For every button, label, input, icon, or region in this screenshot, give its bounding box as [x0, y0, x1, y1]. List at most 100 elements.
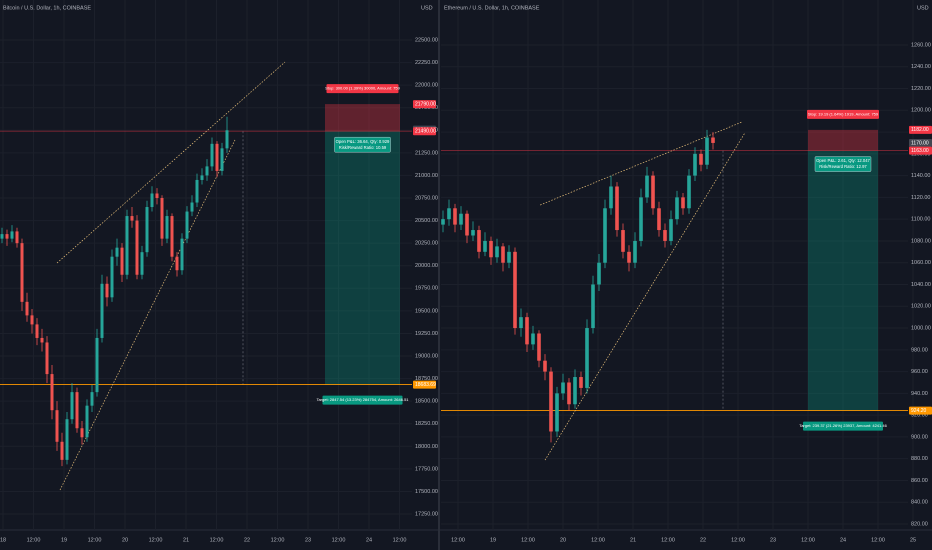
- y-tick-label: 1200.00: [911, 108, 931, 114]
- candle-body: [195, 179, 199, 203]
- target-label-bg: [803, 421, 883, 431]
- y-tick-label: 1020.00: [911, 304, 931, 310]
- candle-body: [120, 247, 124, 275]
- candle-body: [115, 247, 119, 257]
- time-label: 12:00: [271, 537, 285, 543]
- y-tick-label: 960.00: [911, 369, 928, 375]
- pnl-box: [334, 136, 391, 153]
- y-tick-label: 19500.00: [415, 308, 438, 314]
- candle-body: [639, 197, 643, 241]
- time-label: 18: [0, 537, 6, 543]
- candle-body: [597, 262, 601, 285]
- price-tag: [909, 138, 932, 147]
- y-tick-label: 1060.00: [911, 260, 931, 266]
- price-tag-label: 924.20: [911, 408, 927, 414]
- y-tick-label: 880.00: [911, 456, 928, 462]
- trendline: [59, 139, 236, 491]
- candle-body: [573, 377, 577, 405]
- candle-body: [579, 377, 583, 388]
- candle-body: [507, 251, 511, 263]
- candle-body: [20, 243, 24, 302]
- candle-body: [441, 219, 445, 225]
- candle-body: [453, 208, 457, 225]
- time-label: 22: [244, 537, 250, 543]
- candle-body: [585, 328, 589, 388]
- candle-body: [145, 207, 149, 253]
- y-tick-label: 1120.00: [911, 195, 930, 201]
- candle-body: [75, 392, 79, 429]
- currency-label: USD: [421, 5, 433, 11]
- candle-body: [25, 301, 29, 316]
- y-tick-label: 1100.00: [911, 217, 930, 223]
- price-tag: [413, 380, 436, 389]
- time-label: 12:00: [393, 537, 407, 543]
- price-tag-label: 21490.00: [415, 129, 436, 135]
- stop-label: Stop: 300.00 (1.39%) 30000, Amount: 759: [325, 86, 400, 91]
- candle-body: [711, 137, 715, 143]
- candle-body: [45, 342, 49, 375]
- candle-body: [0, 234, 4, 239]
- candle-body: [100, 283, 104, 338]
- y-tick-label: 820.00: [911, 521, 928, 527]
- candle-body: [125, 216, 129, 275]
- y-tick-label: 22500.00: [415, 37, 438, 43]
- candle-body: [190, 202, 194, 212]
- candle-body: [215, 143, 219, 171]
- y-tick-label: 860.00: [911, 478, 928, 484]
- candle-body: [140, 252, 144, 275]
- candle-body: [135, 220, 139, 275]
- y-tick-label: 21750.00: [415, 105, 438, 111]
- candle-body: [495, 246, 499, 258]
- candle-body: [55, 410, 59, 442]
- candle-body: [471, 230, 475, 236]
- candle-body: [90, 392, 94, 406]
- time-label: 12:00: [591, 537, 605, 543]
- y-tick-label: 21250.00: [415, 150, 438, 156]
- price-tag: [909, 146, 932, 155]
- candle-body: [525, 317, 529, 345]
- candle-body: [699, 153, 703, 165]
- stop-label-bg: [807, 109, 879, 119]
- candle-body: [663, 230, 667, 241]
- candle-body: [15, 231, 19, 244]
- time-label: 12:00: [149, 537, 163, 543]
- y-tick-label: 19250.00: [415, 331, 438, 337]
- y-tick-label: 1260.00: [911, 42, 931, 48]
- target-label: Target: 239.37 (21.26%) 23937, Amount: 4…: [799, 423, 887, 428]
- candle-body: [70, 392, 74, 420]
- y-tick-label: 17750.00: [415, 466, 438, 472]
- currency-label: USD: [917, 5, 929, 11]
- chart-title: Ethereum / U.S. Dollar, 1h, COINBASE: [444, 5, 540, 11]
- y-tick-label: 22250.00: [415, 60, 438, 66]
- candle-body: [210, 143, 214, 167]
- chart-title: Bitcoin / U.S. Dollar, 1h, COINBASE: [3, 5, 91, 11]
- candle-body: [477, 230, 481, 252]
- candle-body: [225, 130, 229, 149]
- candle-body: [675, 197, 679, 220]
- price-tag-label: 21790.00: [415, 101, 436, 107]
- candle-body: [459, 213, 463, 225]
- y-tick-label: 1140.00: [911, 173, 930, 179]
- stop-label: Stop: 19.19 (1.64%) 1919, Amount: 759: [808, 111, 879, 116]
- candle-body: [627, 251, 631, 263]
- candle-body: [105, 283, 109, 298]
- y-tick-label: 19000.00: [415, 353, 438, 359]
- stop-label-bg: [326, 84, 399, 94]
- target-zone: [325, 131, 400, 385]
- time-label: 12:00: [451, 537, 465, 543]
- price-tag-label: 1163.00: [911, 148, 929, 154]
- time-label: 12:00: [801, 537, 815, 543]
- candle-body: [669, 219, 673, 241]
- y-tick-label: 18750.00: [415, 376, 438, 382]
- trendline: [540, 121, 742, 206]
- time-label: 12:00: [871, 537, 885, 543]
- y-tick-label: 20500.00: [415, 218, 438, 224]
- time-label: 12:00: [27, 537, 41, 543]
- y-tick-label: 22000.00: [415, 83, 438, 89]
- price-tag-label: 1170.00: [911, 140, 929, 146]
- time-label: 23: [305, 537, 311, 543]
- candle-body: [65, 419, 69, 460]
- time-label: 20: [122, 537, 128, 543]
- candle-body: [645, 175, 649, 198]
